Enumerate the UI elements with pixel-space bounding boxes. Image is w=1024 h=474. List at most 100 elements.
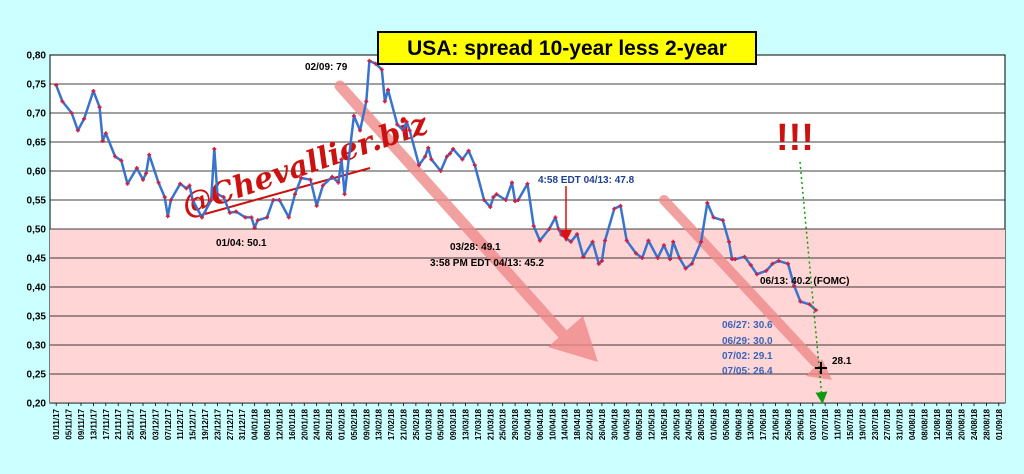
x-tick-label: 28/08/18 <box>982 408 991 440</box>
data-point <box>336 180 341 185</box>
x-tick-label: 02/04/18 <box>524 408 533 440</box>
data-point <box>271 198 276 202</box>
data-point <box>618 203 623 208</box>
data-point <box>227 210 232 215</box>
data-point <box>720 218 725 223</box>
x-tick-label: 08/01/18 <box>263 408 272 440</box>
x-tick-label: 05/06/18 <box>722 408 731 440</box>
x-tick-label: 05/02/18 <box>350 408 359 440</box>
annotation-jul02: 07/02: 29.1 <box>722 351 773 362</box>
data-point <box>581 254 586 259</box>
data-point <box>97 105 102 110</box>
trend-arrow-main <box>334 80 574 346</box>
y-tick-label: 0,65 <box>27 138 47 149</box>
x-tick-label: 11/12/17 <box>176 408 185 439</box>
data-point <box>668 257 673 262</box>
x-tick-label: 25/11/17 <box>127 408 136 439</box>
x-tick-label: 27/12/17 <box>226 408 235 440</box>
data-point <box>308 177 313 182</box>
x-tick-label: 21/02/18 <box>399 408 408 440</box>
annotations: 02/09: 79 01/04: 50.1 4:58 EDT 04/13: 47… <box>216 62 852 377</box>
data-point <box>683 266 688 271</box>
data-point <box>807 302 812 307</box>
x-tick-label: 25/06/18 <box>784 408 793 440</box>
y-tick-label: 0,50 <box>27 225 47 236</box>
x-tick-label: 22/04/18 <box>586 408 595 440</box>
data-point <box>603 238 608 243</box>
data-point <box>429 157 434 162</box>
data-point <box>156 180 161 185</box>
y-axis-ticks: 0,20 0,25 0,30 0,35 0,40 0,45 0,50 0,55 0,60 0,65… <box>27 51 47 410</box>
data-point <box>460 157 465 162</box>
data-point <box>249 215 254 220</box>
x-tick-label: 30/04/18 <box>610 408 619 440</box>
data-point <box>134 166 139 171</box>
x-axis-ticks: 01/11/17 05/11/17 09/11/17 13/11/17 17/11/17… <box>52 403 1004 440</box>
x-tick-label: 08/05/18 <box>635 408 644 440</box>
x-tick-label: 23/07/18 <box>871 408 880 440</box>
data-point <box>277 198 282 202</box>
data-point <box>727 239 732 244</box>
data-point <box>100 138 105 143</box>
data-point <box>599 258 604 263</box>
x-tick-label: 25/03/18 <box>499 408 508 440</box>
x-tick-label: 07/12/17 <box>164 408 173 440</box>
x-tick-label: 29/11/17 <box>139 408 148 439</box>
data-point <box>255 218 260 223</box>
x-tick-label: 29/03/18 <box>511 408 520 440</box>
x-tick-label: 05/11/17 <box>65 408 74 439</box>
data-point <box>199 215 204 220</box>
x-tick-label: 20/08/18 <box>958 408 967 440</box>
x-tick-label: 17/03/18 <box>474 408 483 440</box>
data-point <box>162 195 167 200</box>
x-tick-label: 03/12/17 <box>151 408 160 440</box>
data-point <box>252 225 257 230</box>
data-point <box>813 308 818 313</box>
annotation-jun29: 06/29: 30.0 <box>722 336 773 347</box>
x-tick-label: 19/12/17 <box>201 408 210 440</box>
x-tick-label: 12/08/18 <box>933 408 942 440</box>
x-tick-label: 16/08/18 <box>945 408 954 440</box>
data-point <box>103 131 108 136</box>
data-point <box>385 87 390 92</box>
data-point <box>119 158 124 163</box>
data-point <box>754 272 759 277</box>
data-point <box>661 243 666 248</box>
data-point <box>168 198 173 202</box>
data-point <box>379 67 384 72</box>
y-tick-label: 0,45 <box>27 254 47 265</box>
series-line <box>55 59 817 312</box>
data-point <box>404 119 409 124</box>
data-point <box>689 261 694 266</box>
x-tick-label: 26/04/18 <box>598 408 607 440</box>
data-point <box>531 224 536 229</box>
data-point <box>699 239 704 244</box>
x-tick-label: 16/01/18 <box>288 408 297 440</box>
x-tick-label: 18/04/18 <box>573 408 582 440</box>
data-point <box>292 192 297 197</box>
trend-arrowhead-main <box>548 316 598 362</box>
data-point <box>671 239 676 244</box>
x-tick-label: 05/03/18 <box>437 408 446 440</box>
x-tick-label: 15/07/18 <box>846 408 855 440</box>
data-point <box>215 192 220 197</box>
data-point <box>503 198 508 202</box>
data-point <box>82 116 87 121</box>
trend-arrow-recent <box>659 195 820 367</box>
data-point <box>423 154 428 159</box>
data-point <box>556 227 561 231</box>
x-tick-label: 03/07/18 <box>809 408 818 440</box>
x-tick-label: 04/01/18 <box>251 408 260 440</box>
y-tick-label: 0,55 <box>27 196 47 207</box>
data-point <box>426 145 431 150</box>
data-point <box>785 261 790 266</box>
data-point <box>184 186 189 191</box>
alert-mark: !!! <box>776 117 814 159</box>
x-tick-label: 19/07/18 <box>858 408 867 440</box>
x-tick-label: 12/01/18 <box>275 408 284 440</box>
data-point <box>187 183 192 188</box>
x-tick-label: 25/02/18 <box>412 408 421 440</box>
data-point <box>742 254 747 259</box>
data-point <box>451 146 456 151</box>
